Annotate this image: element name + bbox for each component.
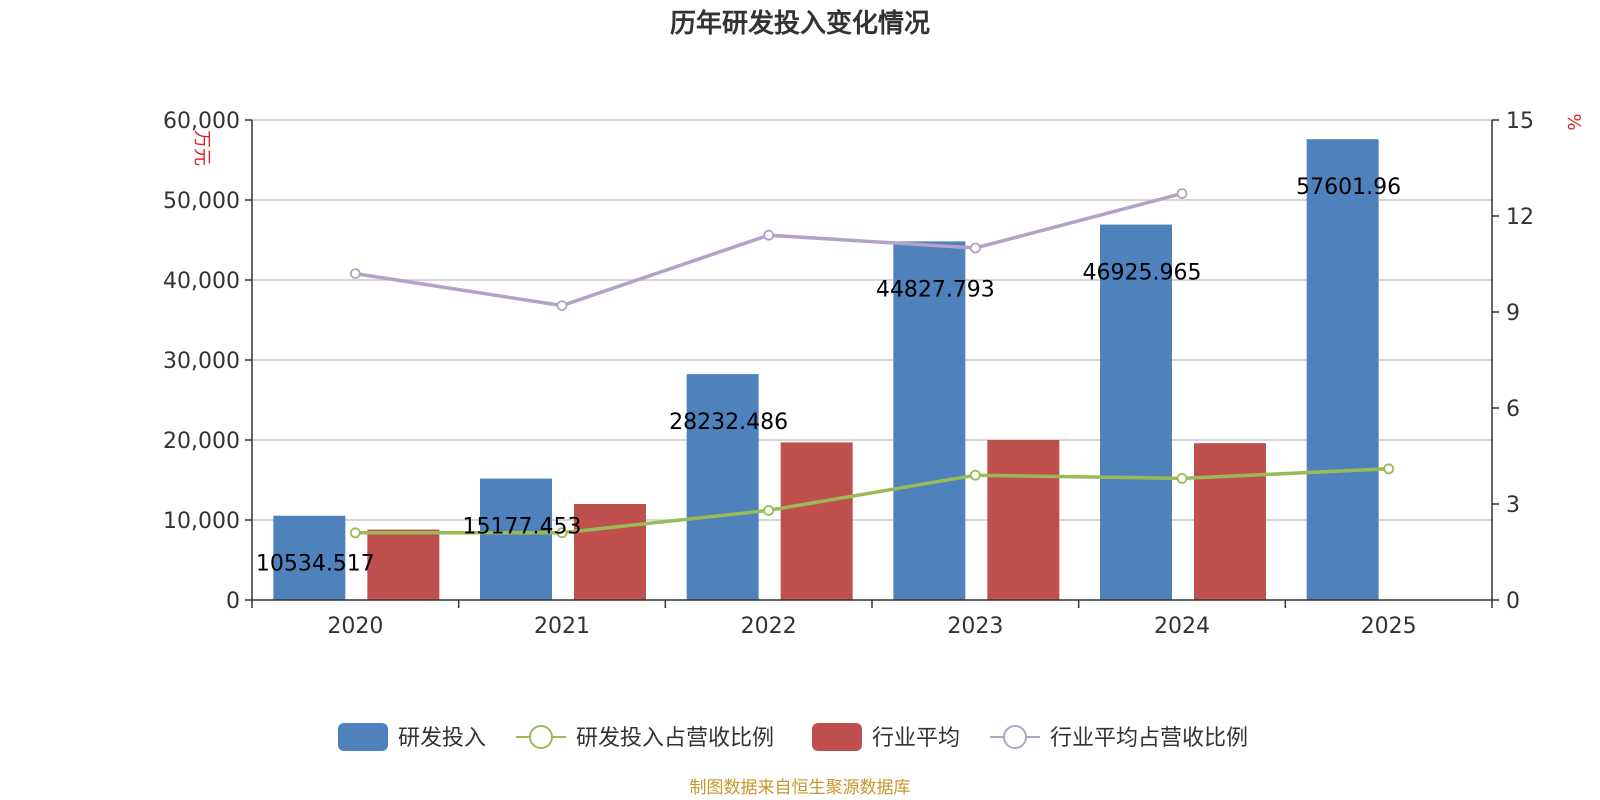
y-right-tick-label: 15 xyxy=(1506,109,1534,134)
industry-ratio-point xyxy=(1176,188,1188,200)
rd-ratio-point xyxy=(969,469,981,481)
rd-ratio-point xyxy=(556,527,568,539)
gridlines xyxy=(252,119,1492,521)
y-left-tick-label: 50,000 xyxy=(163,189,240,214)
rd-ratio-point xyxy=(763,504,775,516)
bar-rd-investment xyxy=(686,374,759,600)
y-right-tick-label: 0 xyxy=(1506,589,1520,614)
y-right-axis-label: % xyxy=(1563,113,1584,130)
y-right-tick-label: 6 xyxy=(1506,397,1520,422)
y-left-axis-label: 万元 xyxy=(191,130,212,166)
bar-rd-investment xyxy=(1100,224,1172,600)
legend-label: 研发投入占营收比例 xyxy=(576,726,774,751)
x-tick-label: 2020 xyxy=(327,614,383,639)
source-note: 制图数据来自恒生聚源数据库 xyxy=(690,778,911,798)
bars xyxy=(273,139,1379,600)
rd-ratio-point xyxy=(349,527,361,539)
y-left-tick-label: 30,000 xyxy=(163,349,240,374)
rd-ratio-line xyxy=(355,467,1389,535)
bar-rd-investment xyxy=(480,478,552,600)
x-tick-label: 2023 xyxy=(947,614,1003,639)
industry-ratio-point xyxy=(556,300,568,312)
x-tick-label: 2021 xyxy=(534,614,590,639)
industry-ratio-point xyxy=(349,268,361,280)
bar-value-label: 46925.965 xyxy=(1083,261,1202,286)
bar-value-label: 44827.793 xyxy=(876,277,995,302)
y-right-tick-label: 9 xyxy=(1506,301,1520,326)
legend-label: 研发投入 xyxy=(398,726,486,751)
x-tick-label: 2024 xyxy=(1154,614,1210,639)
bar-value-label: 10534.517 xyxy=(256,552,375,577)
x-tick-label: 2025 xyxy=(1361,614,1417,639)
bar-rd-investment xyxy=(893,241,966,600)
y-left-tick-label: 60,000 xyxy=(163,109,240,134)
x-tick-label: 2022 xyxy=(741,614,797,639)
industry-ratio-point xyxy=(763,229,775,241)
legend: 研发投入 研发投入占营收比例 行业平均 行业平均占营收比例 xyxy=(338,723,1248,751)
y-right-tick-label: 12 xyxy=(1506,205,1534,230)
bar-industry-average xyxy=(574,504,646,600)
bar-value-label: 57601.96 xyxy=(1296,175,1401,200)
bar-industry-average xyxy=(1194,443,1266,600)
bar-industry-average xyxy=(367,529,440,600)
legend-label: 行业平均占营收比例 xyxy=(1050,726,1248,751)
industry-ratio-line xyxy=(355,191,1183,308)
y-left-tick-label: 10,000 xyxy=(163,509,240,534)
bar-industry-average xyxy=(987,440,1060,600)
legend-swatch-marker xyxy=(529,725,553,749)
bar-industry-average xyxy=(780,442,853,600)
y-left-tick-label: 40,000 xyxy=(163,269,240,294)
axes: 0 10,000 20,000 30,000 40,000 50,000 60,000 0 3 6… xyxy=(163,109,1584,639)
bar-rd-investment xyxy=(273,515,346,600)
rd-ratio-point xyxy=(1383,463,1395,475)
legend-swatch-marker xyxy=(1003,725,1027,749)
y-left-tick-label: 20,000 xyxy=(163,429,240,454)
bar-rd-investment xyxy=(1306,139,1379,600)
rd-ratio-point xyxy=(1176,472,1188,484)
chart-title: 历年研发投入变化情况 xyxy=(670,8,930,39)
legend-swatch-bar xyxy=(338,723,388,751)
y-left-tick-label: 0 xyxy=(226,589,240,614)
industry-ratio-point xyxy=(969,242,981,254)
data-labels: 10534.517 15177.453 28232.486 44827.793 4692… xyxy=(256,175,1401,577)
bar-value-label: 28232.486 xyxy=(669,410,788,435)
legend-swatch-bar xyxy=(812,723,862,751)
y-right-tick-label: 3 xyxy=(1506,493,1520,518)
legend-label: 行业平均 xyxy=(872,726,960,751)
bar-value-label: 15177.453 xyxy=(463,515,582,540)
lines xyxy=(349,188,1395,539)
